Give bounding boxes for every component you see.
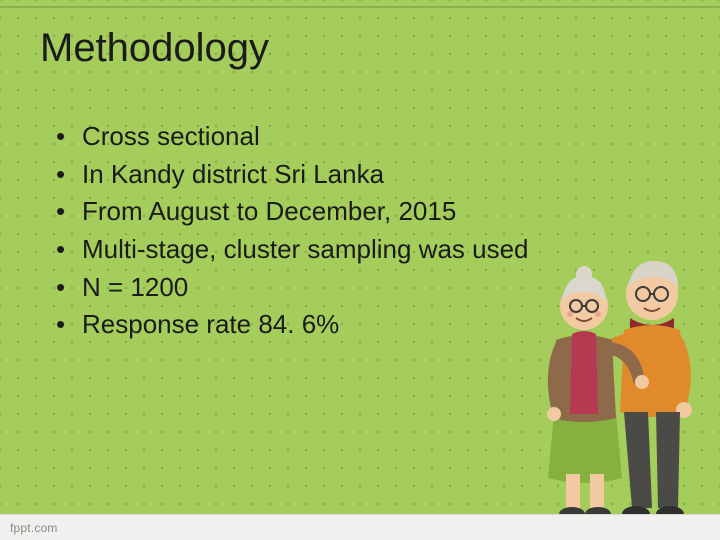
bullet-item: N = 1200	[56, 269, 529, 307]
footer-bar: fppt.com	[0, 514, 720, 540]
bullet-item: In Kandy district Sri Lanka	[56, 156, 529, 194]
bullet-item: Multi-stage, cluster sampling was used	[56, 231, 529, 269]
bullet-item: Response rate 84. 6%	[56, 306, 529, 344]
slide-title: Methodology	[40, 26, 269, 71]
woman-leg	[566, 474, 580, 508]
woman-bun	[576, 266, 592, 282]
woman-cheek	[567, 311, 573, 317]
woman-top	[570, 331, 598, 414]
footer-credit: fppt.com	[10, 521, 58, 535]
woman-cheek	[595, 311, 601, 317]
woman-leg	[590, 474, 604, 508]
elderly-couple-illustration	[524, 234, 714, 534]
top-border-rail	[0, 0, 720, 8]
bullet-list: Cross sectional In Kandy district Sri La…	[56, 118, 529, 344]
man-pant-right	[656, 412, 680, 508]
man-pant-left	[624, 412, 652, 508]
bullet-item: From August to December, 2015	[56, 193, 529, 231]
bullet-item: Cross sectional	[56, 118, 529, 156]
woman-hand-left	[547, 407, 561, 421]
woman-hand-right	[635, 375, 649, 389]
